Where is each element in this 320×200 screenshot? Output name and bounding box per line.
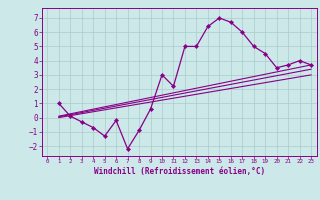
X-axis label: Windchill (Refroidissement éolien,°C): Windchill (Refroidissement éolien,°C) [94, 167, 265, 176]
